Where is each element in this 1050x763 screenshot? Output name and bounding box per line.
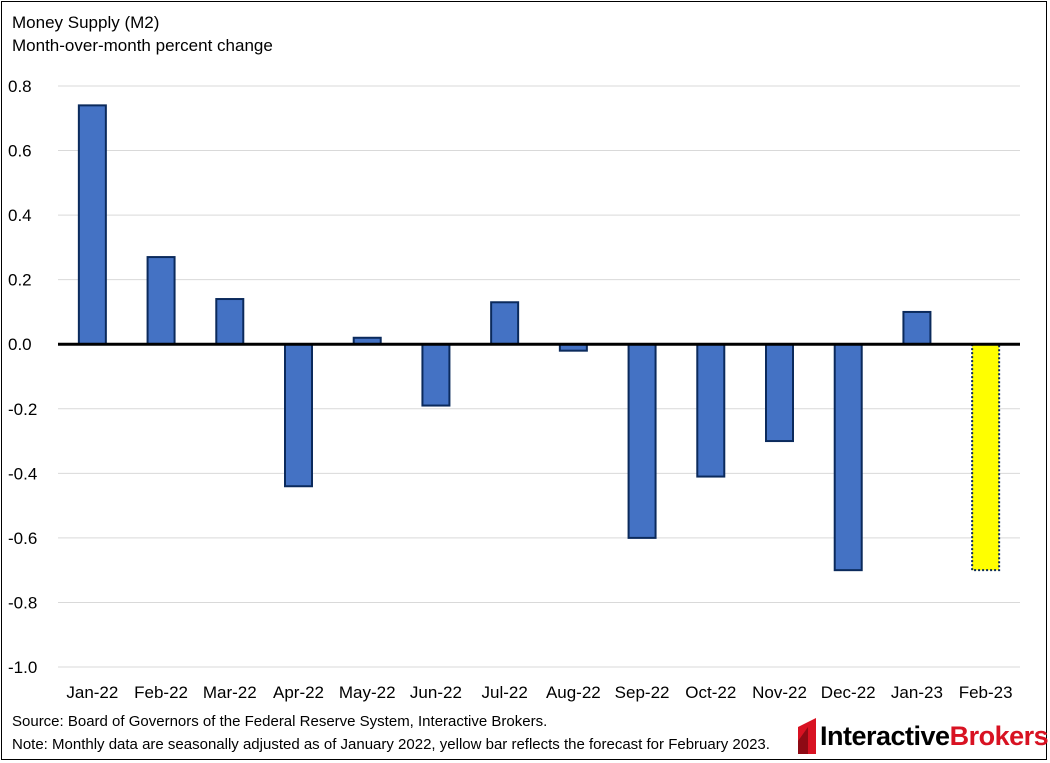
interactive-brokers-logo-icon — [798, 718, 816, 754]
forecast-bar — [971, 343, 1001, 572]
bar — [421, 343, 451, 407]
bar — [765, 343, 794, 443]
bar — [627, 343, 657, 539]
x-tick-label: Feb-23 — [959, 683, 1013, 702]
bar — [284, 343, 313, 488]
x-axis-ticks: Jan-22 Feb-22 Mar-22 Apr-22 May-22 Jun-22 Jul-… — [66, 683, 1012, 702]
x-tick-label: Nov-22 — [752, 683, 807, 702]
source-footnote: Source: Board of Governors of the Federa… — [12, 713, 548, 730]
x-tick-label: Jan-23 — [891, 683, 943, 702]
x-tick-label: Apr-22 — [273, 683, 324, 702]
logo-wordmark-part1: Interactive — [820, 721, 950, 751]
x-tick-label: Sep-22 — [615, 683, 670, 702]
y-tick-label: 0.6 — [8, 142, 32, 161]
x-tick-label: Jun-22 — [410, 683, 462, 702]
gridlines — [58, 85, 1020, 668]
logo-wordmark: InteractiveBrokers — [820, 720, 1049, 752]
y-tick-label: 0.0 — [8, 335, 32, 354]
note-footnote: Note: Monthly data are seasonally adjust… — [12, 736, 770, 753]
y-tick-label: -0.2 — [8, 400, 37, 419]
x-tick-label: Jul-22 — [481, 683, 527, 702]
bars — [77, 104, 1001, 572]
x-tick-label: Dec-22 — [821, 683, 876, 702]
bar — [902, 310, 932, 346]
bar — [146, 256, 176, 346]
bar — [696, 343, 726, 478]
y-tick-label: -0.4 — [8, 464, 37, 483]
bar — [215, 298, 245, 346]
x-tick-label: Aug-22 — [546, 683, 601, 702]
logo-wordmark-part2: Brokers — [949, 721, 1049, 751]
y-axis-ticks: 0.8 0.6 0.4 0.2 0.0 -0.2 -0.4 -0.6 -0.8 -1.0 — [8, 77, 37, 677]
y-tick-label: -0.6 — [8, 529, 37, 548]
x-tick-label: Oct-22 — [685, 683, 736, 702]
bar — [77, 104, 107, 346]
bar — [833, 343, 863, 572]
bar — [490, 301, 520, 346]
x-tick-label: May-22 — [339, 683, 396, 702]
x-tick-label: Mar-22 — [203, 683, 257, 702]
y-tick-label: -1.0 — [8, 658, 37, 677]
interactive-brokers-logo: InteractiveBrokers — [795, 718, 1049, 754]
y-tick-label: 0.8 — [8, 77, 32, 96]
chart-subtitle: Month-over-month percent change — [12, 36, 273, 55]
y-tick-label: 0.2 — [8, 271, 32, 290]
y-tick-label: -0.8 — [8, 593, 37, 612]
y-tick-label: 0.4 — [8, 206, 32, 225]
chart-title: Money Supply (M2) — [12, 13, 160, 32]
x-tick-label: Feb-22 — [134, 683, 188, 702]
x-tick-label: Jan-22 — [66, 683, 118, 702]
